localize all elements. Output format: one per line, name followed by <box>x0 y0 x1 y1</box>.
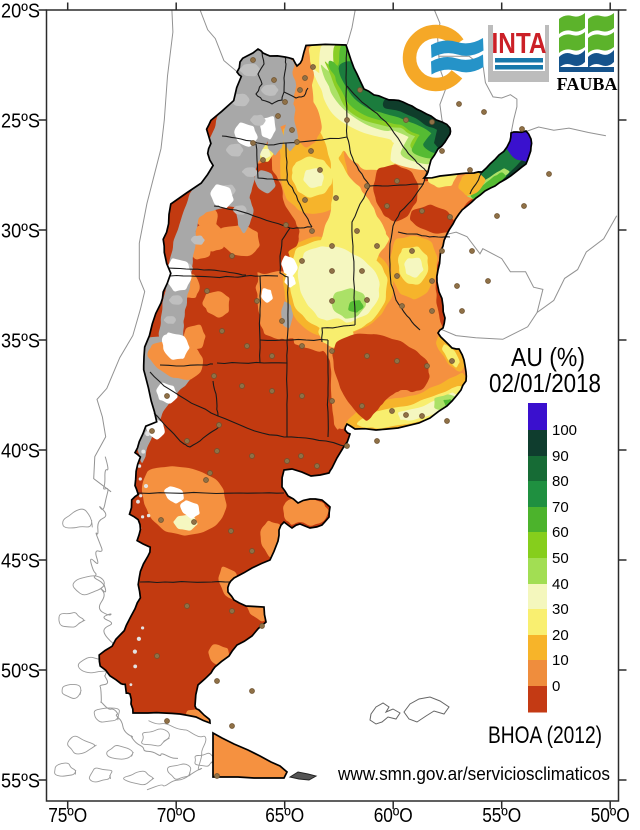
svg-text:10: 10 <box>552 652 569 669</box>
svg-text:100: 100 <box>552 422 577 439</box>
svg-text:02/01/2018: 02/01/2018 <box>489 368 601 398</box>
svg-text:75ºO: 75ºO <box>48 804 87 827</box>
svg-text:65ºO: 65ºO <box>265 804 304 827</box>
svg-text:0: 0 <box>552 678 560 695</box>
svg-text:BHOA (2012): BHOA (2012) <box>488 722 602 749</box>
svg-text:20ºS: 20ºS <box>1 0 40 23</box>
svg-text:90: 90 <box>552 448 569 465</box>
svg-text:60: 60 <box>552 524 569 541</box>
svg-text:40ºS: 40ºS <box>1 440 40 463</box>
svg-text:35ºS: 35ºS <box>1 330 40 353</box>
svg-text:55ºS: 55ºS <box>1 770 40 793</box>
svg-text:www.smn.gov.ar/serviciosclimat: www.smn.gov.ar/serviciosclimaticos <box>337 764 610 784</box>
svg-text:30ºS: 30ºS <box>1 220 40 243</box>
svg-text:80: 80 <box>552 473 569 490</box>
svg-text:45ºS: 45ºS <box>1 550 40 573</box>
svg-text:70ºO: 70ºO <box>157 804 196 827</box>
svg-text:50: 50 <box>552 550 569 567</box>
svg-text:20: 20 <box>552 627 569 644</box>
svg-text:INTA: INTA <box>491 27 546 59</box>
svg-text:40: 40 <box>552 576 569 593</box>
svg-text:FAUBA: FAUBA <box>557 74 618 94</box>
svg-text:60ºO: 60ºO <box>374 804 413 827</box>
svg-text:30: 30 <box>552 601 569 618</box>
svg-text:AU (%): AU (%) <box>511 342 585 372</box>
svg-text:70: 70 <box>552 499 569 516</box>
svg-text:25ºS: 25ºS <box>1 110 40 133</box>
svg-text:55ºO: 55ºO <box>482 804 521 827</box>
svg-text:50ºO: 50ºO <box>591 804 630 827</box>
svg-text:50ºS: 50ºS <box>1 660 40 683</box>
